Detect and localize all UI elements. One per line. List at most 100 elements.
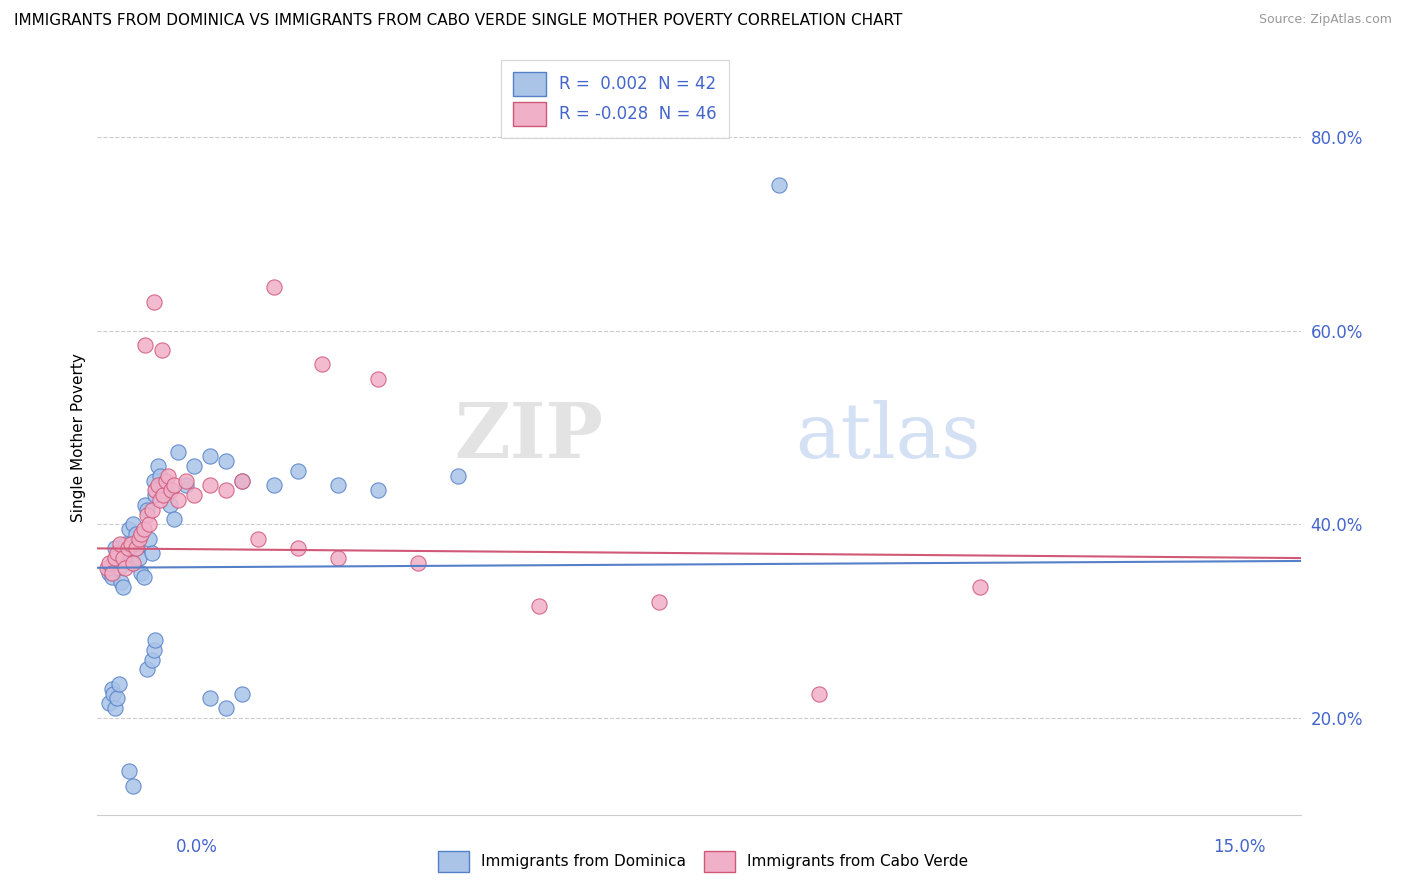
Point <box>127 541 149 556</box>
Point <box>142 474 165 488</box>
Point <box>287 541 309 556</box>
Point <box>118 764 141 778</box>
Point <box>527 599 550 614</box>
Point <box>166 493 188 508</box>
Point <box>155 474 177 488</box>
Legend: R =  0.002  N = 42, R = -0.028  N = 46: R = 0.002 N = 42, R = -0.028 N = 46 <box>501 61 728 137</box>
Point <box>215 701 238 715</box>
Point <box>231 687 253 701</box>
Point <box>287 464 309 478</box>
Point <box>149 468 172 483</box>
Point <box>118 522 141 536</box>
Point <box>768 178 790 193</box>
Point <box>406 556 429 570</box>
Point <box>128 532 150 546</box>
Point <box>152 488 174 502</box>
Point <box>101 570 124 584</box>
Point <box>183 459 205 474</box>
Point <box>155 483 177 498</box>
Point <box>98 696 121 710</box>
Point <box>122 779 145 793</box>
Point <box>367 372 389 386</box>
Point <box>114 560 136 574</box>
Point <box>131 566 153 580</box>
Point <box>98 556 121 570</box>
Point <box>108 560 131 574</box>
Point <box>150 343 173 357</box>
Point <box>111 580 134 594</box>
Point <box>447 468 470 483</box>
Point <box>108 536 131 550</box>
Point <box>96 560 118 574</box>
Legend: Immigrants from Dominica, Immigrants from Cabo Verde: Immigrants from Dominica, Immigrants fro… <box>430 843 976 880</box>
Point <box>104 551 127 566</box>
Point <box>117 546 139 560</box>
Point <box>136 508 159 522</box>
Point <box>107 546 129 560</box>
Point <box>143 633 166 648</box>
Point <box>150 478 173 492</box>
Text: Source: ZipAtlas.com: Source: ZipAtlas.com <box>1258 13 1392 27</box>
Point <box>103 687 125 701</box>
Point <box>98 566 121 580</box>
Point <box>122 517 145 532</box>
Point <box>263 280 285 294</box>
Point <box>159 498 181 512</box>
Point <box>142 643 165 657</box>
Point <box>215 483 238 498</box>
Point <box>110 575 132 590</box>
Point <box>128 551 150 566</box>
Text: IMMIGRANTS FROM DOMINICA VS IMMIGRANTS FROM CABO VERDE SINGLE MOTHER POVERTY COR: IMMIGRANTS FROM DOMINICA VS IMMIGRANTS F… <box>14 13 903 29</box>
Point <box>131 527 153 541</box>
Point <box>969 580 991 594</box>
Point <box>326 478 349 492</box>
Point <box>134 338 156 352</box>
Point <box>107 551 129 566</box>
Point <box>149 493 172 508</box>
Text: 15.0%: 15.0% <box>1213 838 1265 856</box>
Point <box>231 474 253 488</box>
Point <box>138 517 160 532</box>
Point <box>198 450 221 464</box>
Point <box>162 478 184 492</box>
Point <box>263 478 285 492</box>
Point <box>141 653 163 667</box>
Point <box>103 556 125 570</box>
Point <box>143 483 166 498</box>
Point <box>101 566 124 580</box>
Point <box>125 527 148 541</box>
Point <box>136 502 159 516</box>
Point <box>143 488 166 502</box>
Point <box>132 522 155 536</box>
Point <box>198 478 221 492</box>
Point <box>808 687 831 701</box>
Point <box>231 474 253 488</box>
Point <box>101 681 124 696</box>
Point <box>111 551 134 566</box>
Point <box>107 691 129 706</box>
Point <box>198 691 221 706</box>
Point <box>160 483 183 498</box>
Point <box>246 532 269 546</box>
Text: ZIP: ZIP <box>454 401 603 474</box>
Point <box>367 483 389 498</box>
Point <box>132 570 155 584</box>
Point <box>104 701 127 715</box>
Point <box>174 478 197 492</box>
Point <box>183 488 205 502</box>
Point <box>141 546 163 560</box>
Text: 0.0%: 0.0% <box>176 838 218 856</box>
Point <box>174 474 197 488</box>
Point <box>134 498 156 512</box>
Point <box>120 556 142 570</box>
Point <box>104 541 127 556</box>
Point <box>146 478 169 492</box>
Point <box>114 536 136 550</box>
Point <box>120 536 142 550</box>
Point <box>117 541 139 556</box>
Point <box>122 556 145 570</box>
Point <box>648 594 671 608</box>
Point <box>215 454 238 468</box>
Point <box>156 468 179 483</box>
Point <box>311 358 333 372</box>
